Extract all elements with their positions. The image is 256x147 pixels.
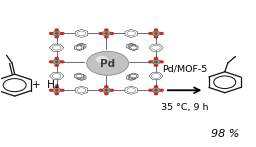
Polygon shape [50, 72, 64, 80]
Polygon shape [77, 75, 86, 80]
Circle shape [99, 89, 102, 91]
Circle shape [105, 29, 108, 31]
Circle shape [55, 57, 58, 59]
Circle shape [103, 61, 112, 66]
Circle shape [61, 89, 64, 91]
Polygon shape [75, 86, 88, 94]
Polygon shape [51, 58, 62, 65]
Circle shape [154, 29, 158, 31]
Polygon shape [151, 87, 162, 94]
Circle shape [55, 65, 58, 66]
Circle shape [56, 33, 58, 34]
Circle shape [105, 86, 108, 88]
Circle shape [106, 63, 109, 64]
Circle shape [94, 56, 121, 71]
Circle shape [61, 61, 64, 63]
Polygon shape [101, 87, 112, 94]
Circle shape [91, 54, 124, 73]
Text: 98 %: 98 % [211, 129, 239, 139]
Text: Pd/MOF-5: Pd/MOF-5 [162, 65, 207, 74]
Polygon shape [125, 29, 137, 37]
Circle shape [110, 32, 113, 34]
Text: 35 °C, 9 h: 35 °C, 9 h [161, 103, 208, 112]
Circle shape [97, 57, 118, 69]
Text: Pd: Pd [100, 59, 115, 69]
Circle shape [88, 52, 127, 75]
Circle shape [100, 59, 115, 67]
Polygon shape [149, 72, 163, 80]
Polygon shape [51, 30, 62, 37]
Circle shape [160, 32, 163, 34]
Circle shape [149, 61, 152, 63]
Circle shape [55, 36, 58, 38]
Polygon shape [127, 43, 136, 49]
Circle shape [93, 55, 122, 72]
Circle shape [56, 90, 58, 91]
Polygon shape [75, 29, 88, 37]
Circle shape [61, 32, 64, 34]
Polygon shape [151, 58, 162, 65]
Polygon shape [75, 73, 83, 79]
Circle shape [160, 61, 163, 63]
Circle shape [89, 53, 126, 74]
Circle shape [99, 32, 102, 34]
Circle shape [96, 57, 119, 70]
Circle shape [105, 90, 108, 91]
Circle shape [87, 51, 129, 75]
Circle shape [104, 61, 111, 65]
Polygon shape [51, 87, 62, 94]
Circle shape [87, 51, 129, 75]
Circle shape [56, 61, 58, 62]
Circle shape [105, 36, 108, 38]
Circle shape [102, 60, 113, 66]
Circle shape [101, 60, 114, 67]
Polygon shape [149, 44, 163, 51]
Circle shape [110, 89, 113, 91]
Polygon shape [101, 30, 112, 37]
Circle shape [50, 32, 53, 34]
Circle shape [154, 93, 158, 95]
Circle shape [99, 59, 116, 68]
Circle shape [90, 53, 125, 74]
Circle shape [55, 29, 58, 31]
Circle shape [50, 61, 53, 63]
Circle shape [105, 33, 108, 34]
Circle shape [105, 62, 110, 65]
Circle shape [154, 86, 158, 88]
Circle shape [154, 36, 158, 38]
Circle shape [155, 61, 157, 62]
Circle shape [154, 65, 158, 66]
Circle shape [92, 54, 123, 72]
Polygon shape [129, 45, 138, 51]
Polygon shape [77, 43, 86, 49]
Circle shape [98, 58, 117, 69]
Circle shape [50, 89, 53, 91]
Circle shape [55, 86, 58, 88]
Circle shape [155, 90, 157, 91]
Text: +  H₂: + H₂ [32, 80, 59, 90]
Circle shape [154, 57, 158, 59]
Circle shape [105, 93, 108, 95]
Polygon shape [50, 44, 64, 51]
Polygon shape [129, 73, 138, 79]
Circle shape [55, 93, 58, 95]
Circle shape [95, 56, 120, 70]
Polygon shape [75, 45, 83, 51]
Polygon shape [151, 30, 162, 37]
Circle shape [149, 89, 152, 91]
Polygon shape [125, 86, 137, 94]
Circle shape [149, 32, 152, 34]
Circle shape [160, 89, 163, 91]
Circle shape [155, 33, 157, 34]
Polygon shape [127, 75, 136, 80]
Circle shape [95, 56, 108, 63]
